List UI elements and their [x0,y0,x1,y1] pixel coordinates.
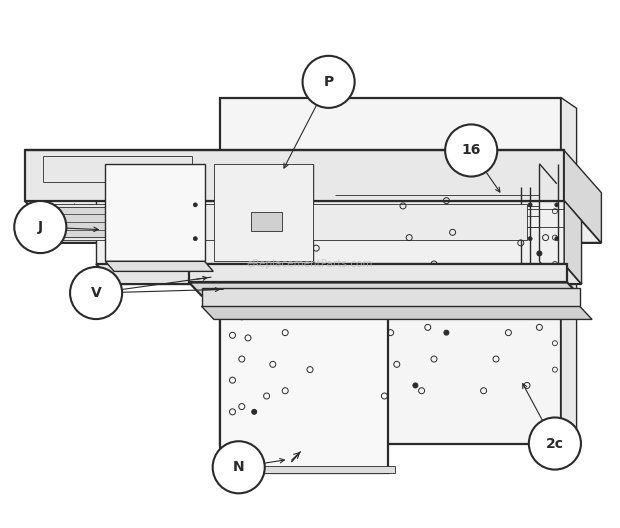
Text: 2c: 2c [546,437,564,450]
Circle shape [283,304,288,309]
Polygon shape [202,288,580,306]
Polygon shape [105,261,213,271]
Polygon shape [43,207,192,237]
Circle shape [193,237,197,241]
Polygon shape [96,264,582,284]
Text: J: J [38,220,43,234]
Circle shape [14,201,66,253]
Circle shape [34,237,38,241]
Text: V: V [91,286,102,300]
Circle shape [445,125,497,176]
Circle shape [70,267,122,319]
Text: eReplacementParts.com: eReplacementParts.com [247,259,373,269]
Polygon shape [96,201,564,264]
Polygon shape [25,150,564,201]
Polygon shape [220,288,388,473]
Text: 16: 16 [461,144,481,157]
Polygon shape [214,164,313,261]
Polygon shape [202,306,592,319]
Circle shape [213,441,265,493]
Polygon shape [34,204,198,240]
Circle shape [506,293,511,298]
Circle shape [314,267,319,272]
Circle shape [34,203,38,207]
Circle shape [528,237,532,241]
Polygon shape [205,204,527,240]
Polygon shape [564,150,601,243]
Polygon shape [228,466,395,473]
Circle shape [413,383,418,388]
Circle shape [537,251,542,256]
Circle shape [529,418,581,469]
Circle shape [528,203,532,207]
Polygon shape [189,264,567,282]
Circle shape [555,203,559,207]
Polygon shape [25,201,601,243]
Text: N: N [233,460,244,474]
Polygon shape [564,201,582,284]
Circle shape [252,409,257,414]
Circle shape [444,330,449,335]
Circle shape [555,237,559,241]
Polygon shape [105,164,205,261]
Polygon shape [561,98,577,454]
Polygon shape [251,212,282,231]
Text: P: P [324,75,334,89]
Circle shape [303,56,355,108]
Circle shape [475,272,480,277]
Polygon shape [189,282,580,296]
Polygon shape [220,98,561,444]
Circle shape [193,203,197,207]
